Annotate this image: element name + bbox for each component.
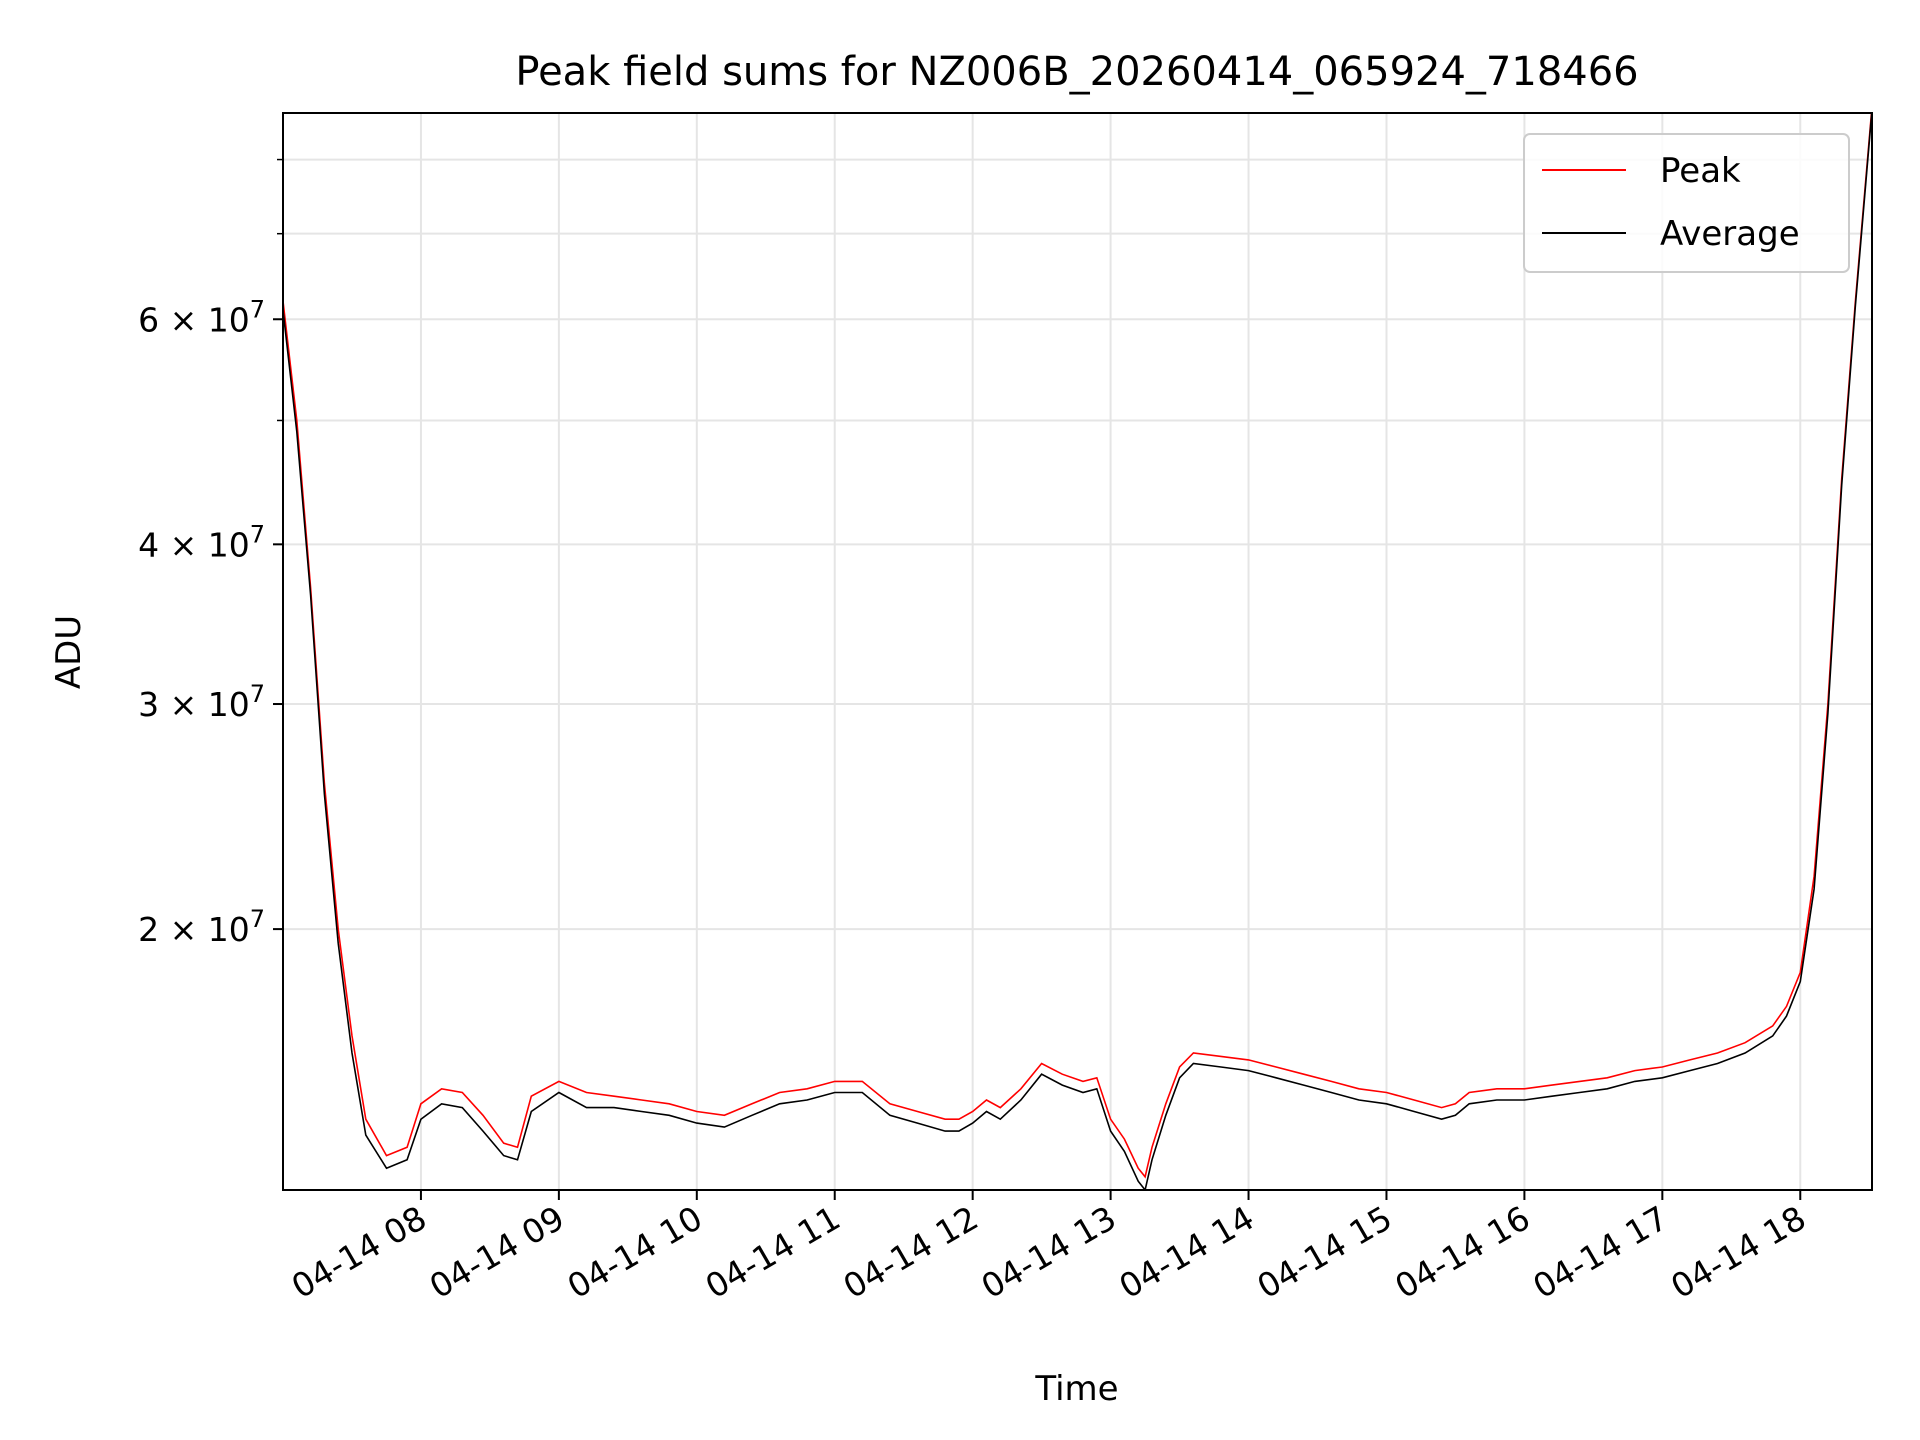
y-tick-label: 6 × 107 <box>138 295 265 339</box>
legend: Peak Average <box>1523 133 1850 273</box>
legend-box <box>1523 133 1850 273</box>
x-axis-label: Time <box>1034 1369 1118 1409</box>
legend-average-label: Average <box>1660 214 1800 254</box>
series-line-peak <box>283 113 1872 1179</box>
series-line-average <box>283 113 1872 1190</box>
plot-frame <box>282 112 1873 1191</box>
y-tick-label: 4 × 107 <box>138 520 265 564</box>
series-layer <box>283 113 1872 1190</box>
y-tick-label: 3 × 107 <box>138 680 265 724</box>
chart-title: Peak field sums for NZ006B_20260414_0659… <box>515 49 1638 95</box>
y-axis-label: ADU <box>49 615 89 689</box>
grid-layer <box>283 113 1872 1190</box>
y-tick-label: 2 × 107 <box>138 905 265 949</box>
legend-peak-label: Peak <box>1660 151 1741 191</box>
